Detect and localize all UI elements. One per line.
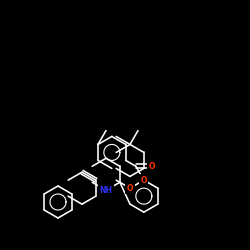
Text: O: O <box>127 184 133 193</box>
Text: NH: NH <box>100 186 112 195</box>
Text: O: O <box>148 162 155 171</box>
Text: NH: NH <box>100 186 112 195</box>
Text: O: O <box>140 176 147 185</box>
